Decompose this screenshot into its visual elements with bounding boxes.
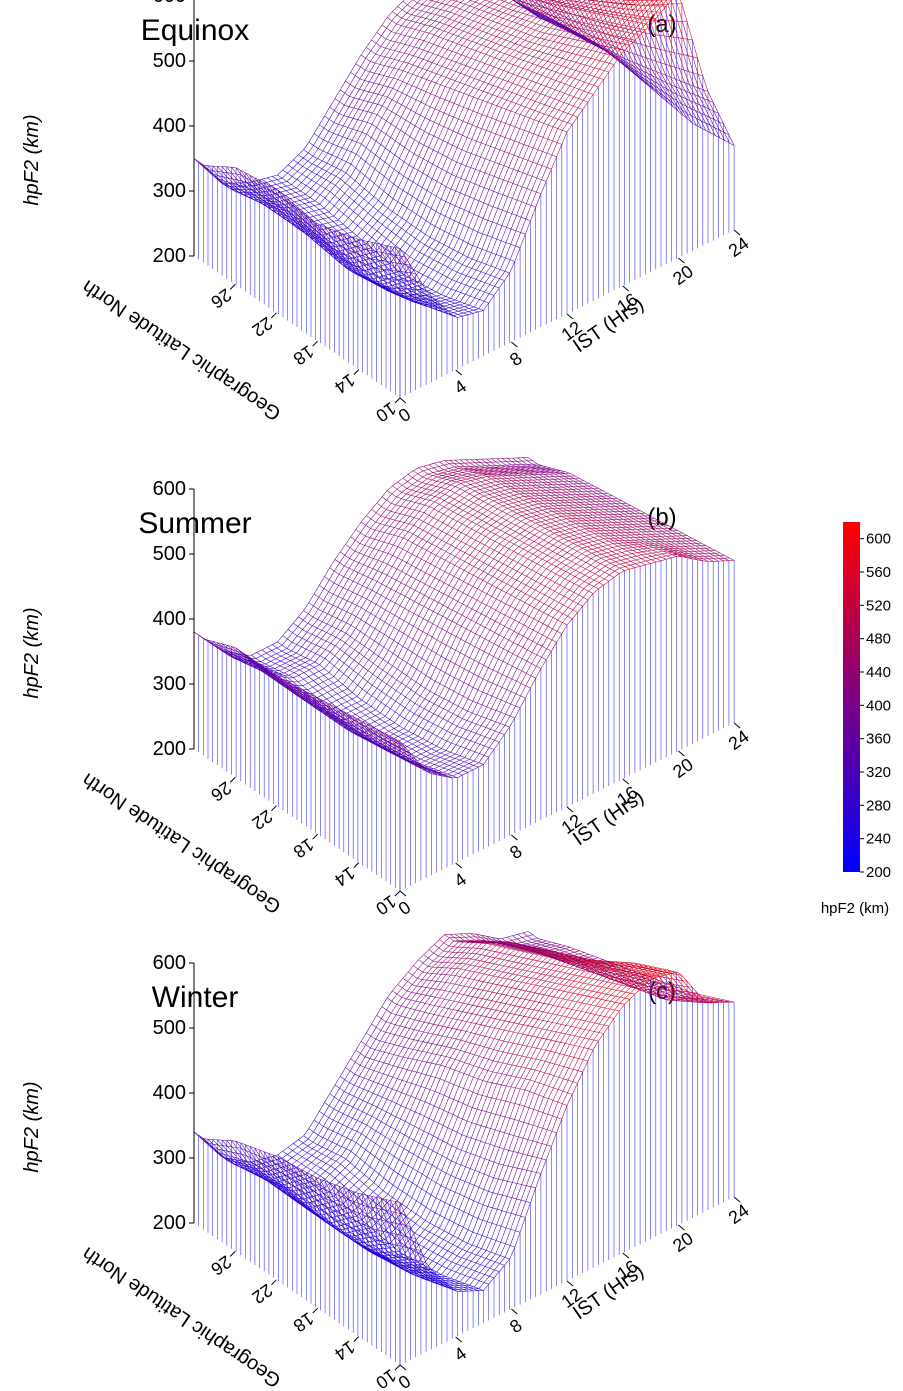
colorbar-ticks: 600 560 520 480 440 400 360 320 280 240 200 [860, 531, 891, 881]
x-tick-label: 4 [450, 376, 470, 398]
x-tick-label: 24 [725, 726, 753, 754]
z-tick-label: 500 [153, 543, 186, 565]
colorbar-tick-label: 200 [866, 864, 891, 881]
z-tick-label: 300 [153, 673, 186, 695]
x-tick-label: 8 [506, 348, 526, 370]
z-tick-label: 500 [153, 1017, 186, 1039]
panel-label: (b) [647, 504, 676, 531]
z-tick-label: 600 [153, 0, 186, 7]
colorbar-tick-label: 360 [866, 731, 891, 748]
colorbar-tick-label: 440 [866, 664, 891, 681]
y-axis-label: Geographic Latitude North [78, 768, 285, 917]
x-tick-label: 20 [669, 1228, 697, 1256]
z-axis: 600 500 400 300 200 [153, 0, 195, 267]
colorbar-tick-label: 560 [866, 564, 891, 581]
surface-walls [193, 556, 735, 891]
colorbar-tick-label: 600 [866, 531, 891, 548]
z-tick-label: 600 [153, 952, 186, 974]
z-tick-label: 200 [153, 1212, 186, 1234]
z-axis-label: hpF2 (km) [21, 1081, 43, 1172]
z-axis-label: hpF2 (km) [21, 114, 43, 205]
x-tick-label: 8 [506, 1315, 526, 1337]
z-tick-label: 300 [153, 180, 186, 202]
x-tick-label: 24 [725, 1200, 753, 1228]
x-tick-label: 8 [506, 841, 526, 863]
z-tick-label: 200 [153, 738, 186, 760]
x-tick-label: 4 [450, 869, 470, 891]
z-tick-label: 500 [153, 50, 186, 72]
z-tick-label: 200 [153, 245, 186, 267]
y-axis-label: Geographic Latitude North [78, 1242, 285, 1391]
x-axis-label: IST (Hrs) [569, 293, 648, 357]
panel-title: Winter [152, 981, 239, 1014]
z-axis-label: hpF2 (km) [21, 607, 43, 698]
z-tick-label: 400 [153, 115, 186, 137]
x-tick-label: 24 [725, 233, 753, 261]
surface-mesh [193, 931, 735, 1292]
z-tick-label: 400 [153, 608, 186, 630]
x-tick-label: 4 [450, 1343, 470, 1365]
colorbar: 600 560 520 480 440 400 360 320 280 240 200 hpF2 (… [821, 522, 891, 917]
colorbar-tick-label: 400 [866, 697, 891, 714]
colorbar-ramp [843, 522, 860, 872]
z-tick-label: 300 [153, 1147, 186, 1169]
surface-mesh [193, 457, 735, 779]
panel-title: Summer [138, 507, 251, 540]
colorbar-tick-label: 520 [866, 597, 891, 614]
y-axis-label: Geographic Latitude North [78, 275, 285, 424]
surface-walls [193, 0, 735, 398]
z-axis: 600 500 400 300 200 [153, 952, 195, 1234]
x-axis-label: IST (Hrs) [569, 786, 648, 850]
z-tick-label: 600 [153, 478, 186, 500]
colorbar-tick-label: 240 [866, 831, 891, 848]
z-tick-label: 400 [153, 1082, 186, 1104]
colorbar-tick-label: 320 [866, 764, 891, 781]
z-axis: 600 500 400 300 200 [153, 478, 195, 760]
colorbar-tick-label: 480 [866, 631, 891, 648]
surface-mesh [193, 0, 735, 318]
colorbar-tick-label: 280 [866, 797, 891, 814]
x-tick-label: 20 [669, 754, 697, 782]
panel-title: Equinox [141, 14, 249, 47]
x-tick-label: 20 [669, 261, 697, 289]
colorbar-label: hpF2 (km) [821, 900, 889, 917]
x-axis-label: IST (Hrs) [569, 1260, 648, 1324]
